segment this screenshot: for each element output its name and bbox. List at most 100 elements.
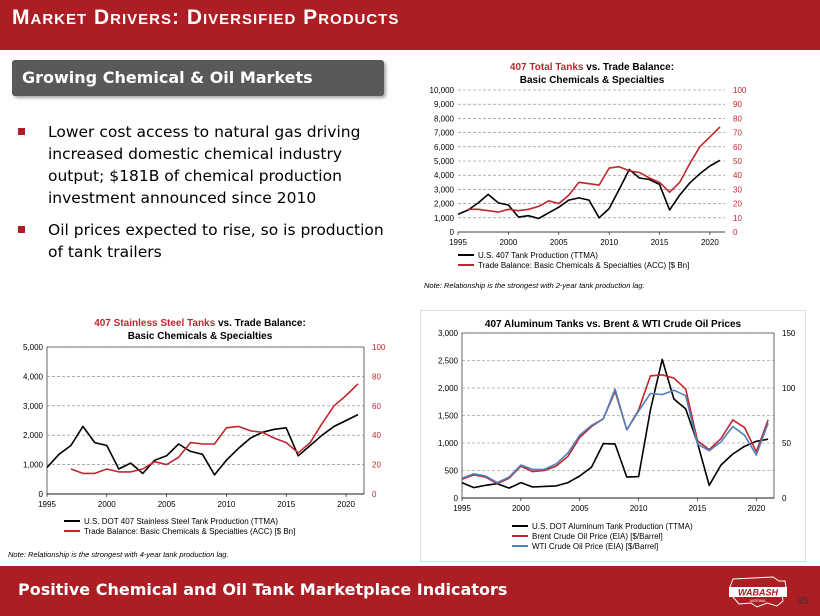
y-tick-label: 500 <box>445 467 459 476</box>
series-line-1 <box>457 159 721 220</box>
y2-tick-label: 60 <box>372 402 381 411</box>
y-tick-label: 1,000 <box>434 214 455 223</box>
x-tick-label: 1995 <box>453 504 471 513</box>
series-line-3 <box>461 388 769 484</box>
x-tick-label: 2005 <box>158 500 176 509</box>
y-tick-label: 2,000 <box>438 384 459 393</box>
wabash-logo: WABASH NATIONAL <box>729 576 787 608</box>
bullet-list: Lower cost access to natural gas driving… <box>14 121 394 273</box>
y2-tick-label: 100 <box>372 343 386 352</box>
x-tick-label: 2020 <box>701 238 719 247</box>
chart-note: Note: Relationship is the strongest with… <box>8 550 229 559</box>
chart-legend: U.S. DOT 407 Stainless Steel Tank Produc… <box>64 517 295 536</box>
bullet-text: Oil prices expected to rise, so is produ… <box>48 221 384 261</box>
chart-title: 407 Aluminum Tanks vs. Brent & WTI Crude… <box>485 319 742 330</box>
legend-label: U.S. DOT 407 Stainless Steel Tank Produc… <box>84 517 278 526</box>
x-tick-label: 2020 <box>747 504 765 513</box>
x-tick-label: 2000 <box>98 500 116 509</box>
y2-tick-label: 80 <box>733 114 742 123</box>
x-tick-label: 2010 <box>600 238 618 247</box>
x-tick-label: 2015 <box>689 504 707 513</box>
y-tick-label: 2,000 <box>434 200 455 209</box>
y2-tick-label: 40 <box>372 431 381 440</box>
y-tick-label: 7,000 <box>434 129 455 138</box>
x-tick-label: 2020 <box>337 500 355 509</box>
x-tick-label: 1995 <box>38 500 56 509</box>
chart-subtitle: Basic Chemicals & Specialties <box>128 331 273 342</box>
bullet-item: Lower cost access to natural gas driving… <box>14 121 394 209</box>
y-tick-label: 3,000 <box>438 329 459 338</box>
y-tick-label: 1,500 <box>438 412 459 421</box>
chart-note: Note: Relationship is the strongest with… <box>424 281 645 290</box>
plot-area: 0 1,000 2,000 3,000 4,000 5,000 0 20 40 60 80 100 19… <box>23 343 386 509</box>
footer-bar: Positive Chemical and Oil Tank Marketpla… <box>0 566 820 616</box>
y2-tick-label: 60 <box>733 143 742 152</box>
plot-area: 0 500 1,000 1,500 2,000 2,500 3,000 0 50 100 150 19… <box>438 329 796 513</box>
y2-tick-label: 40 <box>733 171 742 180</box>
series-line-1 <box>46 413 359 476</box>
y2-tick-label: 100 <box>782 384 796 393</box>
y-tick-label: 0 <box>39 490 44 499</box>
chart-title: 407 Total Tanks vs. Trade Balance: <box>510 62 674 73</box>
chart-title: 407 Stainless Steel Tanks vs. Trade Bala… <box>94 318 306 329</box>
y-tick-label: 10,000 <box>430 86 455 95</box>
legend-label: U.S. DOT Aluminum Tank Production (TTMA) <box>532 522 693 531</box>
y-tick-label: 8,000 <box>434 114 455 123</box>
header-bar: Market Drivers: Diversified Products <box>0 0 820 50</box>
svg-text:NATIONAL: NATIONAL <box>750 599 766 603</box>
x-tick-label: 2005 <box>571 504 589 513</box>
y-tick-label: 6,000 <box>434 143 455 152</box>
x-tick-label: 2015 <box>651 238 669 247</box>
x-tick-label: 2010 <box>630 504 648 513</box>
series-line-2 <box>468 126 721 213</box>
y2-tick-label: 0 <box>782 494 787 503</box>
y2-tick-label: 50 <box>733 157 742 166</box>
y2-tick-label: 10 <box>733 214 742 223</box>
plot-area: 0 1,000 2,000 3,000 4,000 5,000 6,000 7,000 8,00… <box>430 86 747 247</box>
x-tick-label: 2000 <box>499 238 517 247</box>
y-tick-label: 5,000 <box>434 157 455 166</box>
plot-frame <box>46 346 365 495</box>
y-tick-label: 0 <box>450 228 455 237</box>
bullet-square-icon <box>18 226 25 233</box>
page-number: 35 <box>797 596 809 607</box>
y-tick-label: 0 <box>454 494 459 503</box>
bullet-item: Oil prices expected to rise, so is produ… <box>14 219 394 263</box>
y-tick-label: 4,000 <box>23 372 44 381</box>
y2-tick-label: 80 <box>372 372 381 381</box>
x-tick-label: 2015 <box>277 500 295 509</box>
x-tick-label: 2005 <box>550 238 568 247</box>
footer-text: Positive Chemical and Oil Tank Marketpla… <box>18 580 508 599</box>
y2-tick-label: 70 <box>733 129 742 138</box>
y2-tick-label: 30 <box>733 185 742 194</box>
svg-text:WABASH: WABASH <box>738 588 778 598</box>
y-tick-label: 1,000 <box>23 461 44 470</box>
chart-stainless-steel-tanks: 407 Stainless Steel Tanks vs. Trade Bala… <box>8 318 386 559</box>
y2-tick-label: 0 <box>733 228 738 237</box>
y2-tick-label: 20 <box>733 200 742 209</box>
legend-label: Trade Balance: Basic Chemicals & Special… <box>478 261 689 270</box>
x-tick-label: 1995 <box>449 238 467 247</box>
chart-subtitle: Basic Chemicals & Specialties <box>520 75 665 86</box>
y2-tick-label: 90 <box>733 100 742 109</box>
series-line-1 <box>461 358 769 489</box>
y-tick-label: 4,000 <box>434 171 455 180</box>
bullet-text: Lower cost access to natural gas driving… <box>48 123 361 207</box>
y2-tick-label: 0 <box>372 490 377 499</box>
y-tick-label: 5,000 <box>23 343 44 352</box>
legend-label: U.S. 407 Tank Production (TTMA) <box>478 251 598 260</box>
chart-aluminum-tanks: 407 Aluminum Tanks vs. Brent & WTI Crude… <box>420 310 806 562</box>
bullet-square-icon <box>18 128 25 135</box>
series-line-2 <box>70 383 359 475</box>
y2-tick-label: 100 <box>733 86 747 95</box>
section-label: Growing Chemical & Oil Markets <box>12 60 384 96</box>
x-tick-label: 2000 <box>512 504 530 513</box>
y2-tick-label: 20 <box>372 461 381 470</box>
chart-legend: U.S. 407 Tank Production (TTMA)Trade Bal… <box>458 251 689 270</box>
y-tick-label: 9,000 <box>434 100 455 109</box>
y-tick-label: 2,000 <box>23 431 44 440</box>
chart-total-tanks: 407 Total Tanks vs. Trade Balance: Basic… <box>424 62 747 290</box>
chart-legend: U.S. DOT Aluminum Tank Production (TTMA)… <box>512 522 693 551</box>
page-title: Market Drivers: Diversified Products <box>12 6 400 29</box>
y-tick-label: 1,000 <box>438 439 459 448</box>
